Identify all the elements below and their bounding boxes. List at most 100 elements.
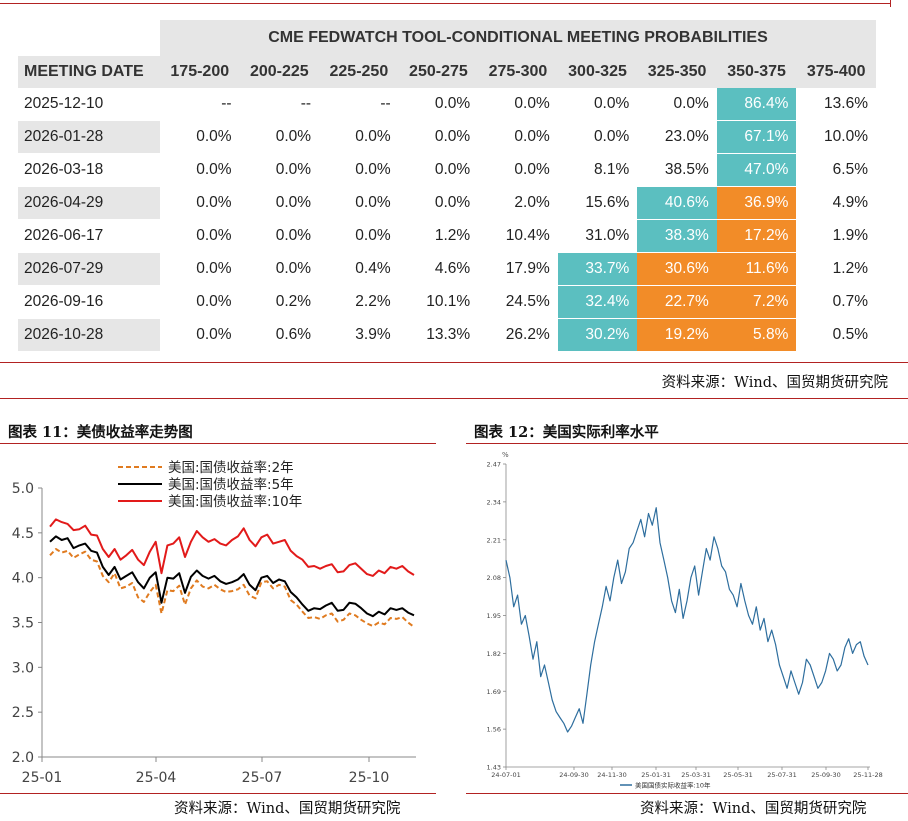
probability-cell: 67.1%: [716, 121, 797, 154]
probability-cell: 47.0%: [716, 154, 797, 187]
table-title-spacer: [18, 20, 160, 56]
probability-cell: 0.0%: [160, 319, 240, 352]
x-tick-label: 25-11-28: [853, 771, 883, 779]
probability-cell: 30.6%: [637, 253, 717, 286]
meeting-date-cell: 2025-12-10: [18, 88, 160, 121]
probability-cell: 0.0%: [239, 121, 320, 154]
chart12-title-rule: [466, 443, 908, 444]
table-title: CME FEDWATCH TOOL-CONDITIONAL MEETING PR…: [160, 20, 876, 56]
column-header: 350-375: [716, 56, 797, 88]
probability-cell: 0.0%: [478, 154, 558, 187]
y-tick-label: 2.0: [12, 750, 34, 766]
y-tick-label: 2.21: [487, 536, 501, 544]
table-row: 2026-07-29 0.0% 0.0% 0.4% 4.6% 17.9% 33.7% 30.6…: [18, 253, 876, 286]
probability-cell: 0.0%: [239, 187, 320, 220]
y-tick-label: 3.5: [12, 616, 34, 632]
probability-cell: 0.0%: [239, 154, 320, 187]
table-row: 2026-09-16 0.0% 0.2% 2.2% 10.1% 24.5% 32.4% 22.…: [18, 286, 876, 319]
y-tick-label: 2.5: [12, 705, 34, 721]
probability-cell: 0.0%: [557, 121, 638, 154]
top-rule-tick: [890, 0, 891, 7]
probability-cell: 0.0%: [398, 121, 479, 154]
y-tick-label: 2.08: [487, 574, 501, 582]
probability-cell: 5.8%: [716, 319, 797, 352]
real-rate-chart: %2.472.342.212.081.951.821.691.561.4324-…: [487, 451, 883, 790]
y-tick-label: 2.47: [487, 461, 501, 469]
probability-cell: 0.0%: [319, 121, 399, 154]
probability-cell: 0.0%: [160, 286, 240, 319]
treasury-yield-chart: 2.0 2.5 3.0 3.5 4.0 4.5 5.0 25-01 25-04 25-07 25-1…: [12, 459, 416, 786]
x-tick-label: 24-11-30: [597, 771, 627, 779]
x-tick-label: 25-09-30: [811, 771, 841, 779]
probability-cell: 0.0%: [160, 253, 240, 286]
probability-cell: 38.3%: [637, 220, 717, 253]
probability-cell: 13.6%: [796, 88, 876, 121]
probability-cell: 8.1%: [557, 154, 638, 187]
x-tick-label: 25-07-31: [767, 771, 797, 779]
table-row: 2026-01-28 0.0% 0.0% 0.0% 0.0% 0.0% 0.0% 23.0% 6…: [18, 121, 876, 154]
probability-cell: 0.0%: [160, 154, 240, 187]
meeting-date-cell: 2026-10-28: [18, 319, 160, 352]
column-header: 225-250: [319, 56, 399, 88]
probability-cell: 26.2%: [478, 319, 558, 352]
probability-cell: 86.4%: [716, 88, 797, 121]
x-tick-label: 25-10: [349, 770, 390, 786]
y-axis-unit: %: [502, 451, 509, 459]
chart11-bottom-rule: [0, 793, 436, 794]
probability-cell: 36.9%: [716, 187, 797, 220]
x-tick-label: 25-01: [22, 770, 63, 786]
probability-cell: 0.0%: [478, 88, 558, 121]
series-line-1: [49, 535, 415, 618]
top-rule-left: [0, 3, 890, 4]
table-row: 2026-03-18 0.0% 0.0% 0.0% 0.0% 0.0% 8.1% 38.5% 4…: [18, 154, 876, 187]
probability-cell: 24.5%: [478, 286, 558, 319]
probability-cell: 0.0%: [398, 88, 479, 121]
table-bottom-rule: [0, 362, 908, 363]
fedwatch-table: CME FEDWATCH TOOL-CONDITIONAL MEETING PR…: [18, 20, 876, 352]
chart12-source: 资料来源：Wind、国贸期货研究院: [640, 801, 867, 817]
meeting-date-cell: 2026-07-29: [18, 253, 160, 286]
series-line-2: [49, 518, 415, 577]
probability-cell: 2.2%: [319, 286, 399, 319]
x-tick-label: 25-03-31: [681, 771, 711, 779]
x-tick-label: 25-05-31: [723, 771, 753, 779]
legend-label: 美国:国债收益率:2年: [168, 459, 294, 476]
chart11-title-rule: [0, 443, 436, 444]
probability-cell: 17.2%: [716, 220, 797, 253]
probability-cell: 13.3%: [398, 319, 479, 352]
probability-cell: 22.7%: [637, 286, 717, 319]
table-row: 2026-10-28 0.0% 0.6% 3.9% 13.3% 26.2% 30.2% 19.…: [18, 319, 876, 352]
probability-cell: 11.6%: [716, 253, 797, 286]
probability-cell: 0.0%: [398, 154, 479, 187]
column-header-date: MEETING DATE: [18, 56, 160, 88]
x-tick-label: 25-07: [242, 770, 283, 786]
probability-cell: 0.0%: [319, 220, 399, 253]
y-tick-label: 3.0: [12, 660, 34, 676]
x-tick-label: 24-09-30: [559, 771, 589, 779]
probability-cell: 0.7%: [796, 286, 876, 319]
series-line-0: [49, 548, 415, 628]
probability-cell: 4.6%: [398, 253, 479, 286]
probability-cell: 0.0%: [239, 253, 320, 286]
y-tick-label: 1.56: [487, 726, 501, 734]
probability-cell: 3.9%: [319, 319, 399, 352]
chart11-source: 资料来源：Wind、国贸期货研究院: [174, 801, 401, 817]
column-header: 325-350: [637, 56, 717, 88]
legend-label: 美国:国债收益率:10年: [168, 493, 302, 510]
series-line-0: [505, 507, 869, 733]
probability-cell: 0.6%: [239, 319, 320, 352]
probability-cell: 1.2%: [398, 220, 479, 253]
meeting-date-cell: 2026-09-16: [18, 286, 160, 319]
table-row: 2025-12-10 -- -- -- 0.0% 0.0% 0.0% 0.0% 86.4% 13.…: [18, 88, 876, 121]
column-header: 200-225: [239, 56, 320, 88]
y-tick-label: 4.0: [12, 571, 34, 587]
legend-label: 美国国债实际收益率:10年: [635, 781, 711, 790]
probability-cell: 10.1%: [398, 286, 479, 319]
probability-cell: 0.0%: [319, 187, 399, 220]
probability-cell: 33.7%: [557, 253, 638, 286]
table-row: 2026-06-17 0.0% 0.0% 0.0% 1.2% 10.4% 31.0% 38.3…: [18, 220, 876, 253]
probability-cell: 4.9%: [796, 187, 876, 220]
probability-cell: 0.0%: [160, 220, 240, 253]
column-header: 275-300: [478, 56, 558, 88]
probability-cell: 0.5%: [796, 319, 876, 352]
